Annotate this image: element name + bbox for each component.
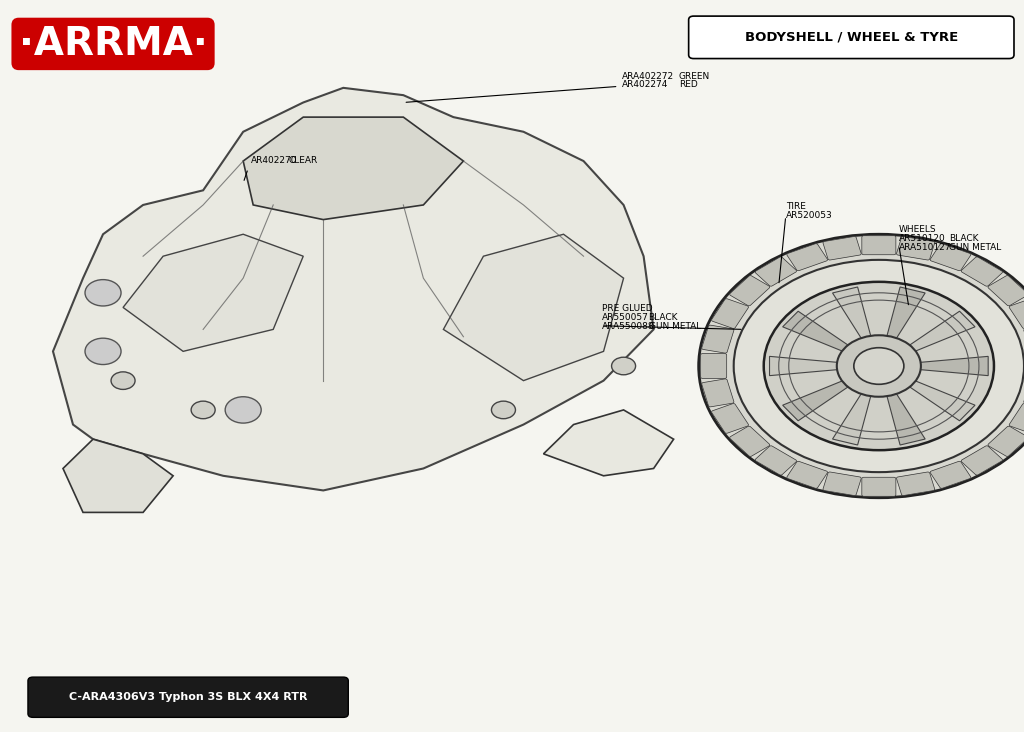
Text: ARA510127: ARA510127: [899, 243, 951, 252]
FancyBboxPatch shape: [988, 426, 1024, 457]
Text: TIRE: TIRE: [785, 202, 806, 211]
FancyBboxPatch shape: [700, 354, 727, 378]
FancyBboxPatch shape: [730, 275, 770, 306]
Text: BODYSHELL / WHEEL & TYRE: BODYSHELL / WHEEL & TYRE: [745, 31, 958, 44]
Polygon shape: [886, 389, 925, 445]
Circle shape: [698, 234, 1024, 498]
FancyBboxPatch shape: [755, 257, 797, 286]
Text: GUN METAL: GUN METAL: [949, 243, 1001, 252]
FancyBboxPatch shape: [712, 299, 749, 329]
FancyBboxPatch shape: [962, 257, 1002, 286]
Text: ARA402272: ARA402272: [622, 72, 674, 81]
Text: GUN METAL: GUN METAL: [648, 322, 700, 331]
FancyBboxPatch shape: [786, 461, 827, 488]
Text: C-ARA4306V3 Typhon 3S BLX 4X4 RTR: C-ARA4306V3 Typhon 3S BLX 4X4 RTR: [69, 692, 307, 702]
Polygon shape: [833, 389, 872, 445]
Text: AR510120: AR510120: [899, 234, 945, 243]
Text: RED: RED: [679, 81, 697, 89]
FancyBboxPatch shape: [862, 236, 896, 255]
FancyBboxPatch shape: [1009, 299, 1024, 329]
Text: WHEELS: WHEELS: [899, 225, 937, 234]
Text: GREEN: GREEN: [679, 72, 710, 81]
FancyBboxPatch shape: [823, 236, 861, 260]
Circle shape: [837, 335, 921, 397]
FancyBboxPatch shape: [823, 472, 861, 496]
FancyBboxPatch shape: [1009, 403, 1024, 433]
Text: AR550057: AR550057: [601, 313, 648, 322]
FancyBboxPatch shape: [896, 472, 935, 496]
Polygon shape: [913, 356, 988, 376]
FancyBboxPatch shape: [896, 236, 935, 260]
Circle shape: [611, 357, 636, 375]
FancyBboxPatch shape: [930, 244, 971, 271]
Circle shape: [191, 401, 215, 419]
Circle shape: [733, 260, 1024, 472]
Polygon shape: [243, 117, 464, 220]
Text: CLEAR: CLEAR: [288, 156, 317, 165]
Text: AR402270: AR402270: [251, 156, 298, 165]
FancyBboxPatch shape: [988, 275, 1024, 306]
Text: ·ARRMA·: ·ARRMA·: [18, 25, 208, 63]
Circle shape: [85, 338, 121, 365]
Polygon shape: [53, 88, 653, 490]
Polygon shape: [544, 410, 674, 476]
Polygon shape: [886, 287, 925, 343]
FancyBboxPatch shape: [755, 446, 797, 475]
Polygon shape: [63, 439, 173, 512]
FancyBboxPatch shape: [689, 16, 1014, 59]
Circle shape: [492, 401, 515, 419]
Circle shape: [854, 348, 904, 384]
Polygon shape: [904, 378, 975, 421]
Polygon shape: [782, 311, 853, 354]
FancyBboxPatch shape: [962, 446, 1002, 475]
Circle shape: [111, 372, 135, 389]
Circle shape: [85, 280, 121, 306]
FancyBboxPatch shape: [786, 244, 827, 271]
Polygon shape: [833, 287, 872, 343]
FancyBboxPatch shape: [712, 403, 749, 433]
Polygon shape: [904, 311, 975, 354]
Polygon shape: [123, 234, 303, 351]
Circle shape: [764, 282, 994, 450]
Text: BLACK: BLACK: [648, 313, 678, 322]
Polygon shape: [443, 234, 624, 381]
FancyBboxPatch shape: [730, 426, 770, 457]
Text: AR520053: AR520053: [785, 211, 833, 220]
FancyBboxPatch shape: [930, 461, 971, 488]
Polygon shape: [769, 356, 844, 376]
FancyBboxPatch shape: [28, 677, 348, 717]
Circle shape: [225, 397, 261, 423]
Text: PRE GLUED: PRE GLUED: [601, 305, 652, 313]
FancyBboxPatch shape: [701, 325, 734, 353]
Text: BLACK: BLACK: [949, 234, 978, 243]
FancyBboxPatch shape: [701, 379, 734, 407]
Text: AR402274: AR402274: [622, 81, 668, 89]
Polygon shape: [782, 378, 853, 421]
FancyBboxPatch shape: [862, 477, 896, 496]
Text: ARA550088: ARA550088: [601, 322, 654, 331]
